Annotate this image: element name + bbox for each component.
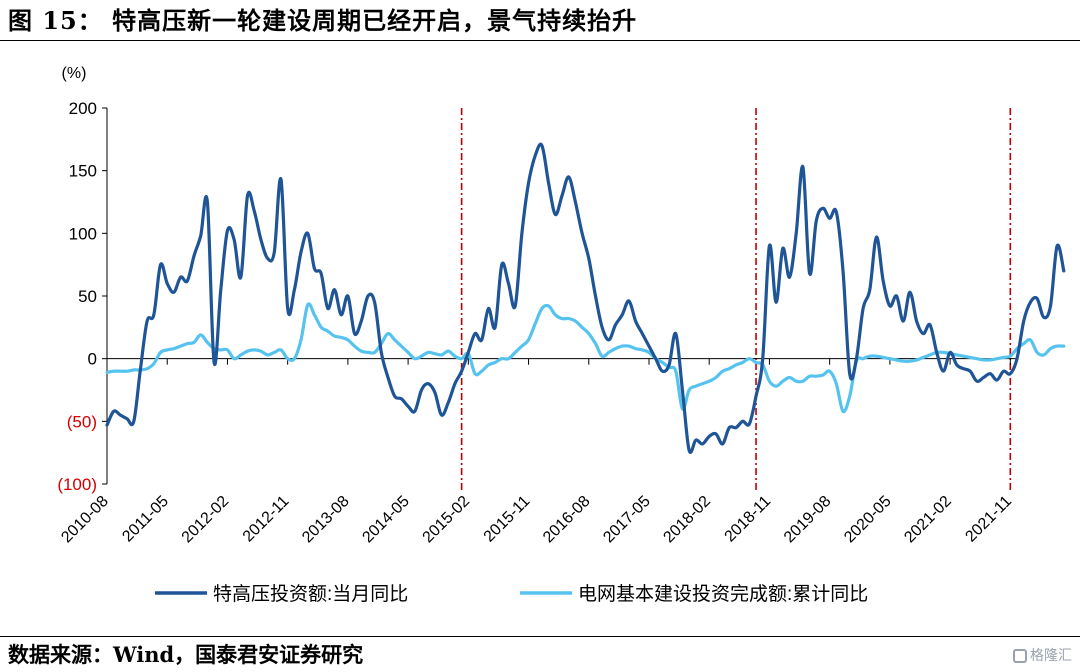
watermark-text: 格隆汇 bbox=[1030, 648, 1072, 664]
y-axis-unit: (%) bbox=[62, 65, 87, 82]
x-tick-label: 2021-11 bbox=[962, 493, 1015, 546]
series-line-uhv-investment bbox=[105, 142, 1066, 454]
watermark: 格隆汇 bbox=[1013, 645, 1072, 665]
y-tick-label: 100 bbox=[69, 224, 97, 243]
y-tick-label: (50) bbox=[67, 412, 97, 431]
line-chart: (%) 200 150 100 50 0 (50) (100) 2010-08 2011-05… bbox=[57, 65, 1066, 605]
chart-axes bbox=[106, 108, 1017, 484]
x-tick-label: 2011-05 bbox=[119, 493, 172, 546]
series-line-grid-investment bbox=[105, 302, 1066, 414]
source-note: 数据来源：Wind，国泰君安证券研究 bbox=[8, 642, 364, 667]
x-tick-label: 2021-02 bbox=[901, 493, 955, 547]
x-tick-label: 2014-05 bbox=[359, 493, 413, 547]
legend-label: 电网基本建设投资完成额:累计同比 bbox=[578, 583, 868, 605]
series-lines bbox=[105, 142, 1066, 454]
figure-title: 图 15： 特高压新一轮建设周期已经开启，景气持续抬升 bbox=[8, 6, 638, 35]
y-tick-label: 150 bbox=[69, 162, 97, 181]
y-axis-ticks: 200 150 100 50 0 (50) (100) bbox=[57, 99, 107, 494]
x-tick-label: 2013-08 bbox=[299, 493, 353, 547]
watermark-logo-icon bbox=[1013, 649, 1027, 663]
source-rule bbox=[0, 636, 1080, 637]
y-tick-label: (100) bbox=[57, 475, 97, 494]
period-markers bbox=[460, 108, 1012, 492]
x-tick-label: 2015-02 bbox=[420, 493, 474, 547]
y-tick-label: 200 bbox=[69, 99, 97, 118]
x-tick-label: 2019-08 bbox=[781, 493, 835, 547]
x-tick-label: 2018-11 bbox=[722, 493, 775, 546]
x-tick-label: 2018-02 bbox=[660, 493, 714, 547]
chart-legend: 特高压投资额:当月同比 电网基本建设投资完成额:累计同比 bbox=[155, 583, 868, 605]
x-tick-label: 2010-08 bbox=[58, 493, 112, 547]
x-tick-label: 2016-08 bbox=[540, 493, 594, 547]
x-tick-label: 2012-11 bbox=[240, 493, 293, 546]
x-tick-label: 2012-02 bbox=[179, 493, 233, 547]
y-tick-label: 0 bbox=[88, 350, 97, 369]
x-axis-ticks: 2010-08 2011-05 2012-02 2012-11 2013-08 2014-… bbox=[58, 358, 1015, 547]
x-tick-label: 2020-05 bbox=[841, 493, 895, 547]
title-rule bbox=[0, 40, 1080, 41]
y-tick-label: 50 bbox=[78, 287, 97, 306]
legend-label: 特高压投资额:当月同比 bbox=[213, 583, 408, 605]
x-tick-label: 2015-11 bbox=[481, 493, 534, 546]
x-tick-label: 2017-05 bbox=[600, 493, 654, 547]
